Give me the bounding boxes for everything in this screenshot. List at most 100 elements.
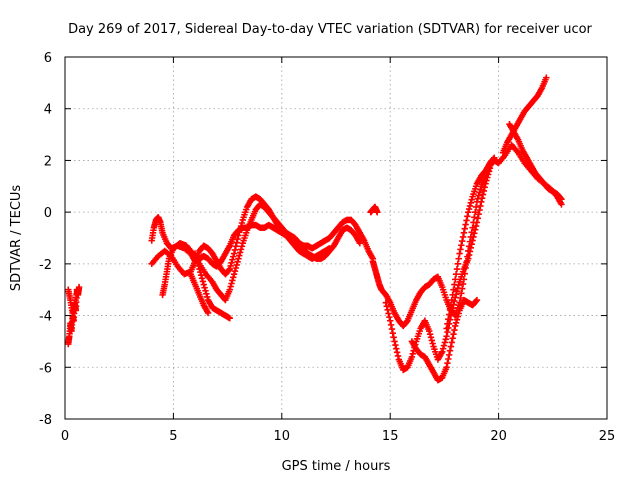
- data-point: [382, 299, 390, 306]
- data-point: [373, 208, 381, 216]
- data-point: [383, 303, 390, 310]
- data-point: [230, 250, 238, 257]
- data-point: [195, 262, 202, 270]
- x-tick-label: 10: [274, 429, 291, 444]
- data-point: [203, 290, 210, 298]
- data-point: [444, 328, 451, 336]
- data-point: [462, 221, 469, 228]
- data-point: [480, 187, 488, 195]
- y-tick-label: -4: [39, 310, 52, 325]
- data-point: [233, 239, 240, 246]
- data-point: [464, 213, 471, 220]
- data-point: [446, 347, 454, 354]
- data-point: [231, 267, 239, 275]
- data-point: [387, 317, 394, 324]
- data-point: [471, 230, 478, 237]
- x-tick-label: 0: [61, 429, 69, 444]
- data-point: [236, 229, 243, 236]
- data-point: [473, 219, 481, 226]
- data-point: [475, 211, 482, 218]
- series-track-e: [159, 201, 333, 304]
- data-point: [444, 359, 451, 367]
- data-point: [460, 229, 468, 237]
- data-point: [237, 246, 245, 253]
- data-point: [458, 290, 465, 297]
- data-point: [236, 249, 244, 256]
- series-track-g: [187, 271, 212, 317]
- data-point: [449, 291, 456, 299]
- data-point: [384, 306, 391, 314]
- data-point: [471, 226, 479, 233]
- data-point: [453, 288, 461, 295]
- data-point: [491, 154, 498, 162]
- series-track-j: [408, 296, 481, 384]
- data-point: [238, 219, 246, 227]
- data-point: [457, 246, 464, 253]
- data-point: [481, 184, 488, 191]
- data-point: [451, 281, 458, 288]
- data-point: [426, 327, 433, 335]
- data-point: [201, 284, 208, 291]
- grid: [65, 57, 607, 419]
- data-point: [453, 316, 461, 323]
- data-point: [443, 325, 450, 332]
- data-point: [448, 296, 455, 304]
- data-point: [459, 233, 467, 241]
- data-point: [234, 258, 241, 265]
- data-point: [448, 339, 455, 346]
- data-point: [557, 194, 564, 202]
- data-point: [465, 205, 473, 213]
- data-point: [202, 287, 209, 294]
- data-point: [456, 250, 463, 257]
- data-point: [426, 330, 434, 338]
- data-point: [454, 260, 462, 268]
- data-point: [191, 250, 199, 257]
- data-point: [408, 353, 416, 361]
- y-tick-label: -2: [39, 258, 52, 273]
- data-point: [465, 208, 472, 216]
- plot-frame: [64, 56, 608, 420]
- data-point: [199, 278, 207, 285]
- data-point: [197, 272, 205, 279]
- data-point: [484, 174, 491, 181]
- data-point: [445, 355, 452, 363]
- data-point: [472, 222, 480, 230]
- data-point: [443, 333, 450, 340]
- data-point: [445, 311, 453, 318]
- data-point: [468, 196, 475, 203]
- y-axis-label: SDTVAR / TECUs: [9, 185, 24, 292]
- data-point: [466, 248, 474, 255]
- data-point: [446, 306, 454, 314]
- data-point: [449, 335, 456, 342]
- x-tick-label: 15: [382, 429, 399, 444]
- data-point: [227, 283, 234, 290]
- series-track-n: [367, 203, 381, 216]
- y-tick-label: 2: [44, 154, 52, 169]
- data-point: [472, 297, 480, 305]
- data-point: [439, 345, 447, 352]
- data-point: [429, 340, 436, 347]
- data-point: [193, 256, 201, 263]
- data-point: [558, 196, 565, 203]
- data-point: [490, 155, 497, 163]
- data-point: [235, 232, 242, 239]
- x-tick-label: 25: [599, 429, 616, 444]
- data-point: [452, 276, 459, 283]
- data-point: [444, 320, 451, 328]
- chart-title: Day 269 of 2017, Sidereal Day-to-day VTE…: [68, 22, 592, 37]
- data-point: [473, 296, 481, 304]
- data-point: [73, 289, 81, 296]
- series-track-f: [191, 250, 233, 322]
- data-point: [453, 265, 461, 273]
- x-tick-label: 5: [169, 429, 177, 444]
- data-point: [235, 255, 242, 262]
- data-point: [445, 351, 453, 359]
- data-point: [458, 237, 466, 245]
- data-point: [226, 314, 233, 322]
- data-point: [478, 198, 485, 205]
- data-point: [388, 325, 396, 333]
- data-point: [229, 256, 236, 263]
- axis-ticks: 0 5 10 15 20 25 -8 -6 -4 -2 0 2 4 6: [39, 51, 615, 444]
- series-track-k: [443, 154, 498, 332]
